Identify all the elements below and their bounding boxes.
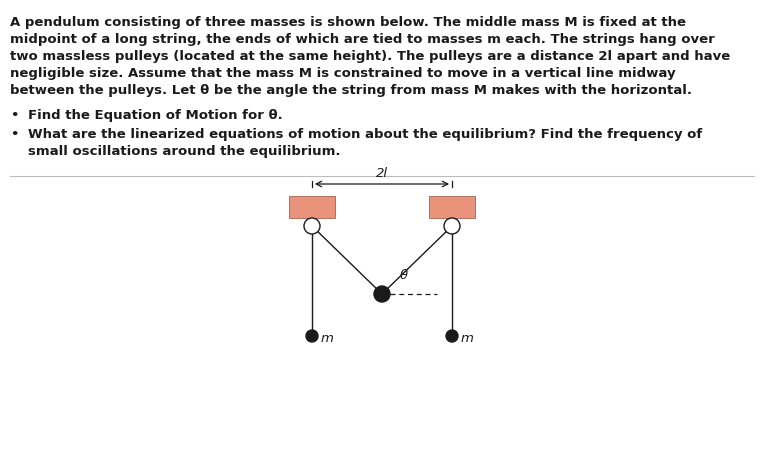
Text: What are the linearized equations of motion about the equilibrium? Find the freq: What are the linearized equations of mot… bbox=[28, 128, 702, 141]
Circle shape bbox=[444, 218, 460, 234]
Text: between the pulleys. Let θ be the angle the string from mass M makes with the ho: between the pulleys. Let θ be the angle … bbox=[10, 84, 692, 97]
Text: •: • bbox=[10, 128, 18, 141]
Circle shape bbox=[304, 218, 320, 234]
Bar bbox=[429, 196, 475, 218]
Text: m: m bbox=[321, 333, 334, 345]
Text: negligible size. Assume that the mass M is constrained to move in a vertical lin: negligible size. Assume that the mass M … bbox=[10, 67, 675, 80]
Text: A pendulum consisting of three masses is shown below. The middle mass M is fixed: A pendulum consisting of three masses is… bbox=[10, 16, 686, 29]
Text: 2l: 2l bbox=[376, 167, 388, 180]
Circle shape bbox=[306, 330, 318, 342]
Text: θ: θ bbox=[400, 269, 408, 282]
Text: Find the Equation of Motion for θ.: Find the Equation of Motion for θ. bbox=[28, 109, 283, 122]
Circle shape bbox=[374, 286, 390, 302]
Text: two massless pulleys (located at the same height). The pulleys are a distance 2l: two massless pulleys (located at the sam… bbox=[10, 50, 730, 63]
Text: m: m bbox=[461, 333, 474, 345]
Circle shape bbox=[446, 330, 458, 342]
Text: •: • bbox=[10, 109, 18, 122]
Text: midpoint of a long string, the ends of which are tied to masses m each. The stri: midpoint of a long string, the ends of w… bbox=[10, 33, 715, 46]
Text: small oscillations around the equilibrium.: small oscillations around the equilibriu… bbox=[28, 145, 341, 158]
Bar bbox=[289, 196, 335, 218]
